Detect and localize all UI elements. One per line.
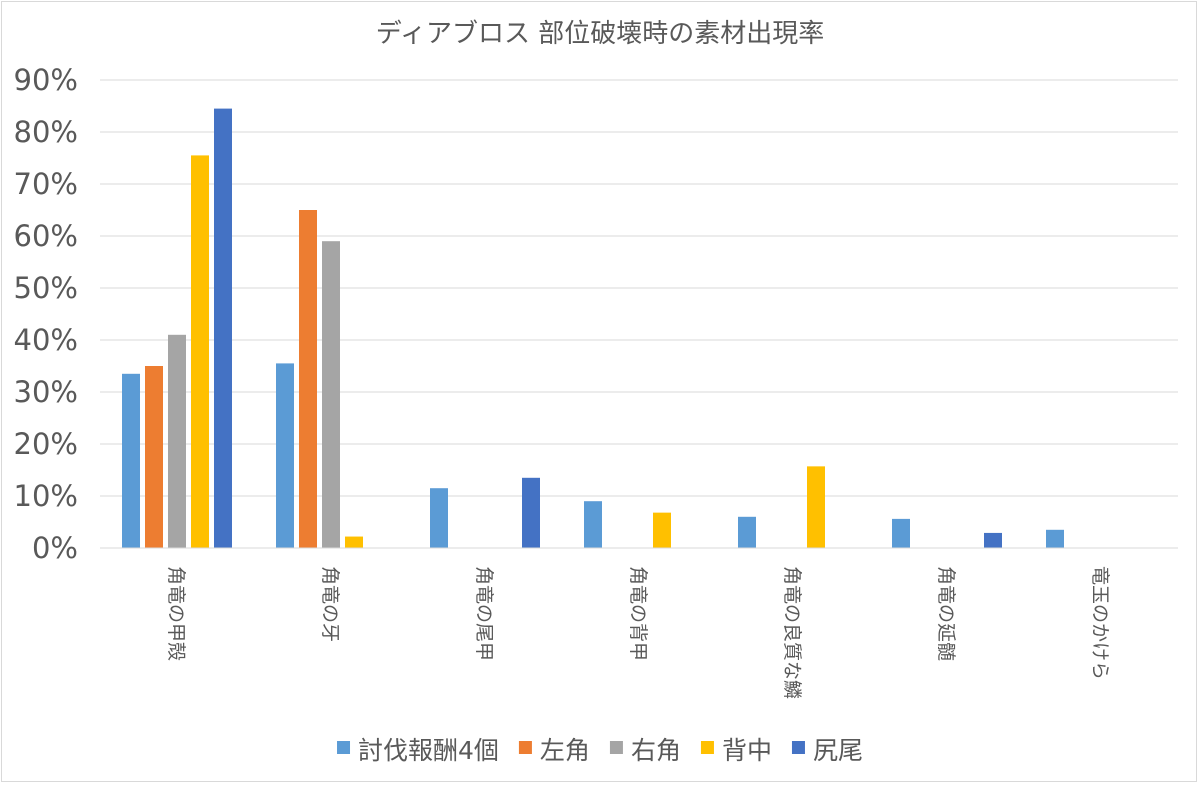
- bar-1-4: [584, 501, 602, 548]
- bar-4-4: [653, 512, 671, 548]
- legend-swatch: [700, 741, 714, 754]
- bar-2-2: [299, 210, 317, 548]
- bar-1-5: [738, 516, 756, 548]
- legend-item: 右角: [609, 736, 681, 765]
- y-tick-label: 0%: [32, 531, 78, 565]
- x-tick-label: 角竜の延髄: [935, 566, 957, 661]
- y-tick-label: 50%: [14, 271, 78, 305]
- bar-1-6: [892, 518, 910, 548]
- bar-4-1: [191, 155, 209, 548]
- y-tick-label: 30%: [14, 375, 78, 409]
- bar-5-6: [984, 532, 1002, 548]
- y-axis-ticks: 0% 10% 20% 30% 40% 50% 60% 70% 80% 90%: [14, 63, 78, 565]
- x-tick-label: 角竜の良質な鱗: [781, 566, 803, 699]
- y-tick-label: 80%: [14, 115, 78, 149]
- bar-5-3: [522, 477, 540, 548]
- x-tick-label: 角竜の背甲: [627, 566, 649, 661]
- bar-1-7: [1046, 529, 1064, 548]
- y-tick-label: 40%: [14, 323, 78, 357]
- y-tick-label: 60%: [14, 219, 78, 253]
- bar-3-2: [322, 241, 340, 548]
- x-tick-label: 角竜の尾甲: [473, 566, 495, 661]
- y-tick-label: 10%: [14, 479, 78, 513]
- legend-item: 尻尾: [791, 736, 863, 765]
- x-axis-ticks: 角竜の甲殻 角竜の牙 角竜の尾甲 角竜の背甲 角竜の良質な鱗 角竜の延髄 竜玉のかけら: [165, 566, 1111, 699]
- legend-swatch: [518, 741, 532, 754]
- bar-3-1: [168, 334, 186, 548]
- bar-5-1: [214, 108, 232, 548]
- bar-1-1: [122, 373, 140, 548]
- legend-item: 討伐報酬4個: [337, 736, 499, 765]
- x-tick-label: 角竜の牙: [319, 566, 341, 642]
- bar-1-3: [430, 488, 448, 548]
- y-tick-label: 70%: [14, 167, 78, 201]
- bars: [122, 108, 1064, 548]
- legend-item: 背中: [700, 736, 772, 765]
- legend-label: 背中: [722, 736, 772, 765]
- chart-title: ディアブロス 部位破壊時の素材出現率: [376, 19, 824, 49]
- gridlines: [100, 79, 1178, 497]
- legend-item: 左角: [518, 736, 590, 765]
- bar-4-5: [807, 466, 825, 548]
- x-tick-label: 角竜の甲殻: [165, 566, 187, 661]
- bar-2-1: [145, 366, 163, 548]
- y-tick-label: 90%: [14, 63, 78, 97]
- legend-swatch: [337, 741, 351, 754]
- legend-swatch: [791, 741, 805, 754]
- bar-4-2: [345, 536, 363, 548]
- legend-swatch: [609, 741, 623, 754]
- legend-label: 尻尾: [813, 736, 863, 765]
- legend-label: 右角: [631, 736, 681, 765]
- x-tick-label: 竜玉のかけら: [1089, 566, 1111, 680]
- legend-label: 左角: [540, 736, 590, 765]
- y-tick-label: 20%: [14, 427, 78, 461]
- bar-1-2: [276, 363, 294, 548]
- legend-label: 討伐報酬4個: [358, 736, 499, 765]
- legend: 討伐報酬4個 左角 右角 背中 尻尾: [337, 736, 863, 765]
